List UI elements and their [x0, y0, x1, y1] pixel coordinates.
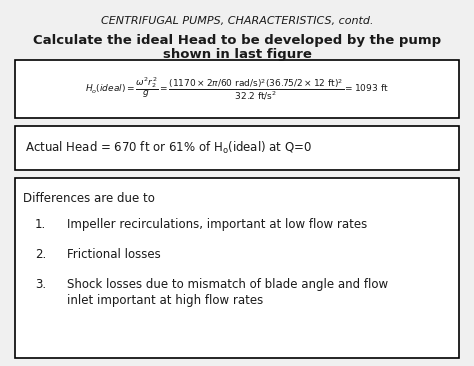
Text: CENTRIFUGAL PUMPS, CHARACTERISTICS, contd.: CENTRIFUGAL PUMPS, CHARACTERISTICS, cont… — [101, 16, 373, 26]
Bar — [15, 126, 459, 170]
Text: Impeller recirculations, important at low flow rates: Impeller recirculations, important at lo… — [67, 218, 367, 231]
Text: Calculate the ideal Head to be developed by the pump: Calculate the ideal Head to be developed… — [33, 34, 441, 47]
Text: 3.: 3. — [35, 278, 46, 291]
Text: 1.: 1. — [35, 218, 46, 231]
Text: inlet important at high flow rates: inlet important at high flow rates — [67, 294, 263, 307]
Bar — [15, 60, 459, 118]
Text: $H_o(ideal) = \dfrac{\omega^2 r_2^2}{g} = \dfrac{(1170 \times 2\pi/60\ \mathrm{r: $H_o(ideal) = \dfrac{\omega^2 r_2^2}{g} … — [85, 76, 389, 102]
Text: shown in last figure: shown in last figure — [163, 48, 311, 61]
Text: 2.: 2. — [35, 248, 46, 261]
Text: Actual Head = 670 ft or 61% of H$_\mathrm{o}$(ideal) at Q=0: Actual Head = 670 ft or 61% of H$_\mathr… — [25, 140, 312, 156]
Text: Shock losses due to mismatch of blade angle and flow: Shock losses due to mismatch of blade an… — [67, 278, 388, 291]
Bar — [15, 178, 459, 358]
Text: Frictional losses: Frictional losses — [67, 248, 161, 261]
Text: Differences are due to: Differences are due to — [23, 192, 155, 205]
